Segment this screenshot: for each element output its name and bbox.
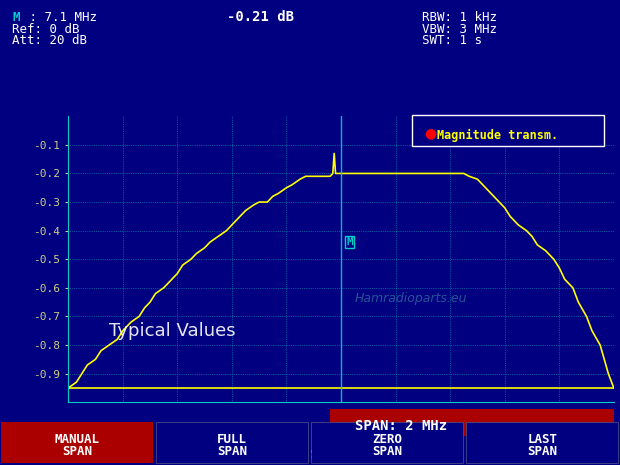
Text: ZERO: ZERO xyxy=(372,433,402,446)
Text: SPAN: SPAN xyxy=(62,445,92,458)
Text: -0.21 dB: -0.21 dB xyxy=(227,10,294,24)
Text: Center: 7.1 MHz: Center: 7.1 MHz xyxy=(12,448,125,461)
Text: ●: ● xyxy=(425,126,437,140)
Text: M: M xyxy=(347,237,353,247)
Text: RBW: 1 kHz: RBW: 1 kHz xyxy=(422,11,497,24)
Text: MANUAL: MANUAL xyxy=(55,433,100,446)
Text: Ref: 0 dB: Ref: 0 dB xyxy=(12,22,80,35)
Text: Att: 20 dB: Att: 20 dB xyxy=(12,34,87,47)
Text: : 7.1 MHz: : 7.1 MHz xyxy=(22,11,97,24)
Text: Hamradioparts.eu: Hamradioparts.eu xyxy=(355,292,467,305)
Text: SPAN: 2 MHz: SPAN: 2 MHz xyxy=(355,418,447,432)
Text: ⊣C: ⊣C xyxy=(273,450,286,460)
Text: SWT: 1 s: SWT: 1 s xyxy=(422,34,482,47)
Text: VBW: 3 MHz: VBW: 3 MHz xyxy=(422,22,497,35)
Text: SPAN: SPAN xyxy=(217,445,247,458)
Text: Magnitude transm.: Magnitude transm. xyxy=(437,128,558,141)
Text: LAST: LAST xyxy=(527,433,557,446)
Text: M: M xyxy=(12,11,20,24)
Text: Span: 2 MHz: Span: 2 MHz xyxy=(310,448,392,461)
Text: SPAN: SPAN xyxy=(372,445,402,458)
Text: SPAN: SPAN xyxy=(527,445,557,458)
Text: Typical Values: Typical Values xyxy=(109,322,236,340)
Text: FULL: FULL xyxy=(217,433,247,446)
